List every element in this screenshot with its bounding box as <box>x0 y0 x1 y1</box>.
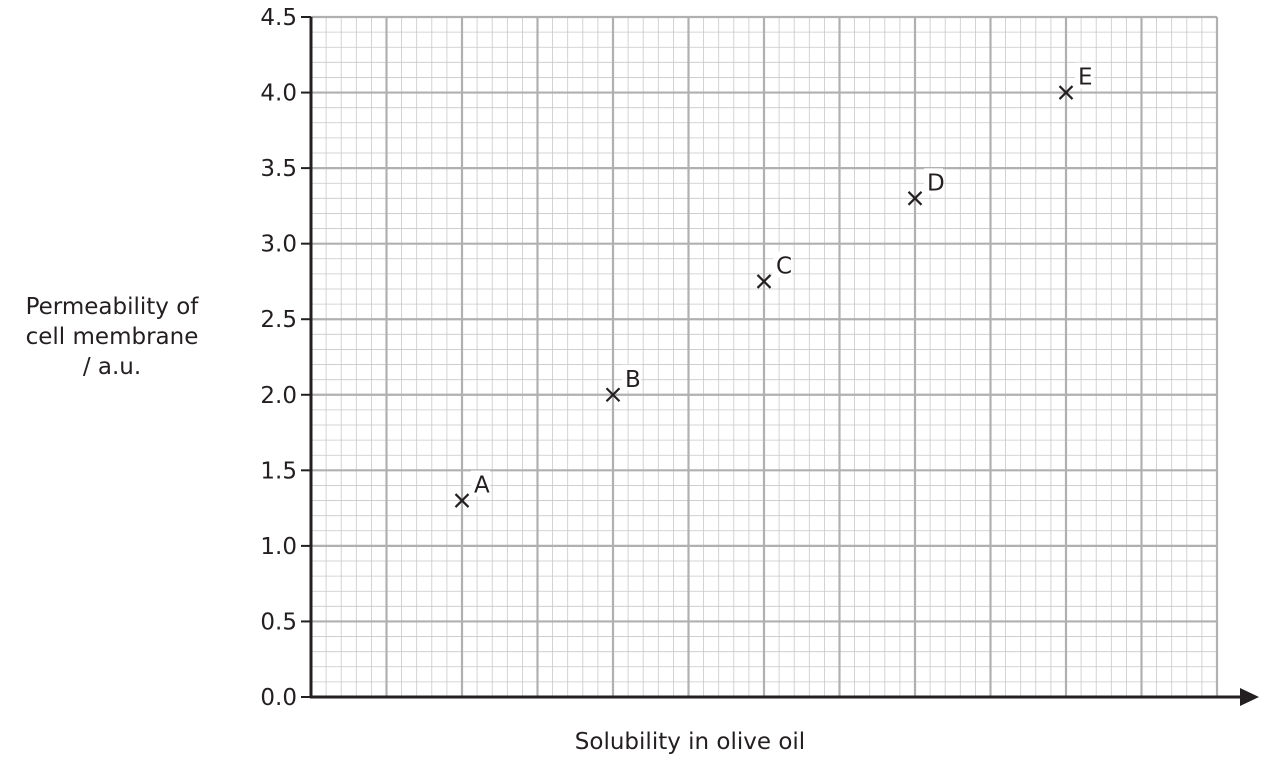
y-axis-label: Permeability of cell membrane / a.u. <box>0 292 224 382</box>
point-label-background <box>1075 62 1094 89</box>
y-tick-label: 2.5 <box>260 307 297 333</box>
point-marker-stroke <box>907 191 923 206</box>
y-axis-label-line: Permeability of <box>25 294 199 320</box>
y-tick-label: 1.5 <box>260 458 297 484</box>
point-marker-stroke <box>1058 85 1074 100</box>
point-label: D <box>927 170 945 196</box>
y-axis-label-line: / a.u. <box>82 354 142 380</box>
y-tick-label: 3.5 <box>260 156 297 182</box>
y-tick-label: 3.0 <box>260 232 297 258</box>
point-label-background <box>773 251 792 278</box>
data-point-e: E <box>1058 62 1094 100</box>
data-point-a: A <box>454 470 490 508</box>
point-label: A <box>474 473 490 499</box>
y-tick-label: 4.5 <box>260 5 297 31</box>
point-marker-stroke <box>454 493 470 508</box>
y-tick-label: 0.0 <box>260 685 297 711</box>
point-label: C <box>776 253 792 279</box>
grid-major-lines <box>311 15 1219 697</box>
data-point-b: B <box>605 364 641 403</box>
y-tick-label: 2.0 <box>260 383 297 409</box>
point-label: B <box>625 367 641 393</box>
point-label: E <box>1078 65 1093 91</box>
y-tick-label: 0.5 <box>260 609 297 635</box>
y-axis-label-line: cell membrane <box>25 324 199 350</box>
data-point-d: D <box>907 168 945 206</box>
x-axis-label: Solubility in olive oil <box>574 729 806 755</box>
point-marker-stroke <box>756 274 772 289</box>
data-point-c: C <box>756 251 792 289</box>
y-tick-label: 1.0 <box>260 534 297 560</box>
axes <box>309 17 1259 706</box>
point-label-background <box>924 168 943 195</box>
x-axis-arrowhead <box>1240 688 1259 706</box>
y-tick-labels: 0.0 0.5 1.0 1.5 2.0 2.5 3.0 3.5 4.0 4.5 <box>260 5 311 711</box>
point-label-background <box>622 364 641 391</box>
point-label-background <box>471 470 490 497</box>
data-points: A B C D E <box>454 62 1094 508</box>
y-tick-label: 4.0 <box>260 81 297 107</box>
point-marker-stroke <box>605 387 621 403</box>
